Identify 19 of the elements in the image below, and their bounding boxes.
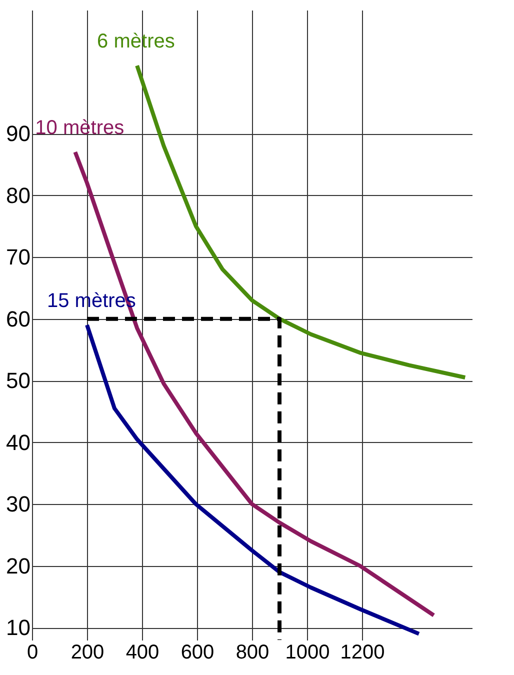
y-tick-label: 90 (6, 121, 30, 146)
x-tick-label: 600 (180, 642, 214, 664)
y-tick-label: 30 (6, 492, 30, 517)
x-tick-label: 200 (70, 642, 104, 664)
x-tick-label: 400 (126, 642, 160, 664)
x-tick-label: 0 (26, 642, 38, 664)
x-tick-label: 1000 (285, 642, 330, 664)
line-series (135, 64, 468, 380)
y-tick-label: 60 (6, 306, 30, 332)
y-tick-label: 80 (6, 182, 30, 208)
y-tick-label: 40 (6, 430, 30, 455)
y-tick-label: 70 (6, 244, 30, 270)
y-tick-label: 20 (6, 553, 30, 578)
y-tick-label: 10 (6, 615, 30, 640)
y-tick-label: 50 (6, 368, 30, 394)
x-tick-label: 800 (236, 642, 270, 664)
line-series (73, 150, 436, 618)
x-tick-label: 1200 (340, 642, 385, 664)
line-series (85, 323, 421, 636)
